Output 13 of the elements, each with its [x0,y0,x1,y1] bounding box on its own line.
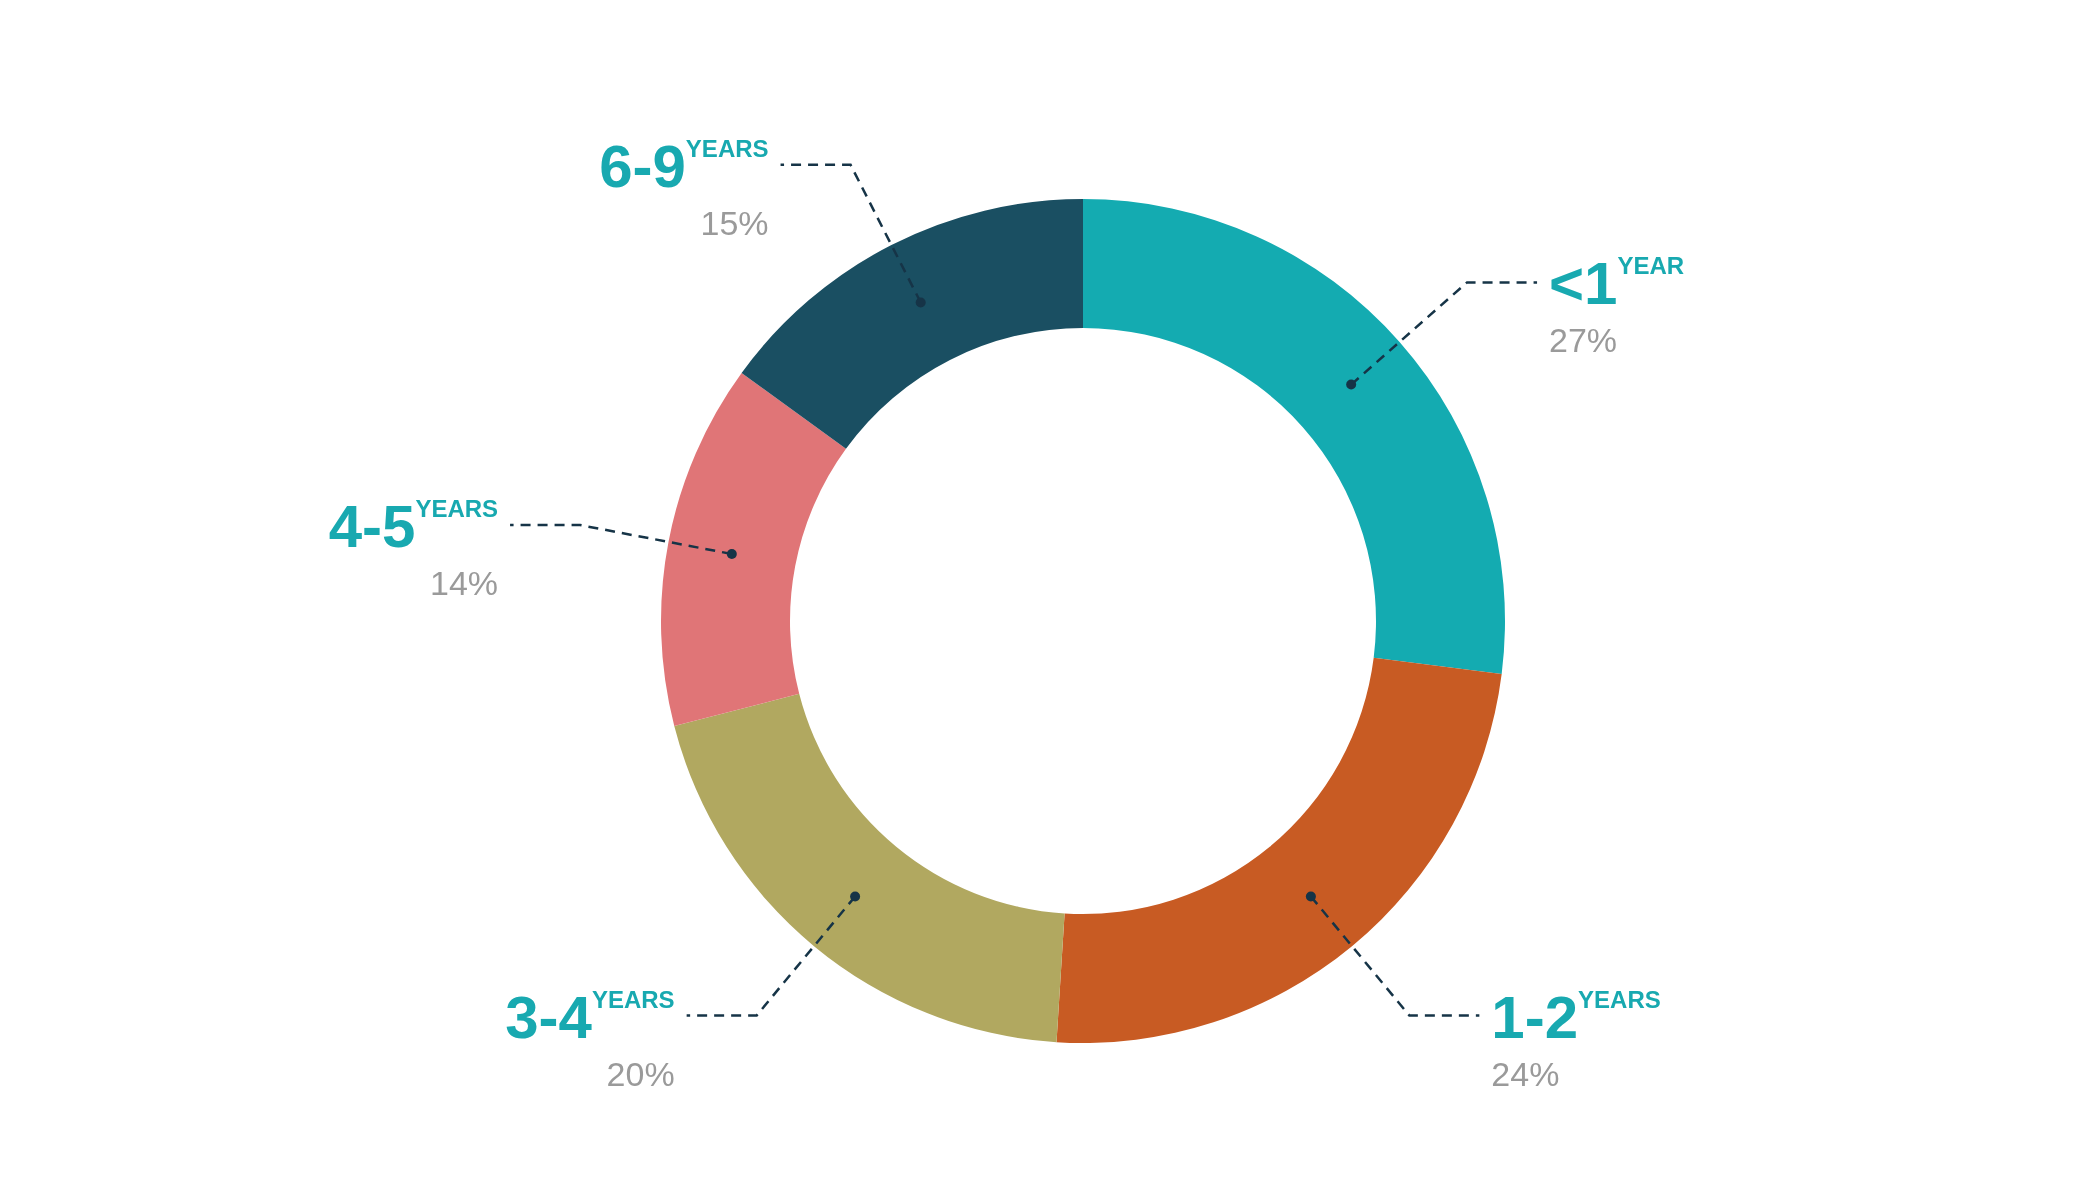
slice-label: <1$^{YEAR}$ [1549,250,1685,318]
data-label: 24% [1491,1054,1560,1093]
data-label: 15% [700,203,769,242]
data-label: 14% [430,564,499,603]
slice-label: 4-5$^{YEARS}$ [328,493,499,561]
donut-slice [1083,199,1505,674]
slice-label: 3-4$^{YEARS}$ [505,983,675,1051]
data-label: 27% [1549,321,1618,360]
donut-slice [661,372,846,726]
donut-slice [674,693,1065,1043]
slice-label: 1-2$^{YEARS}$ [1491,983,1661,1051]
data-label: 20% [606,1054,675,1093]
slice-label: 6-9$^{YEARS}$ [599,132,769,200]
